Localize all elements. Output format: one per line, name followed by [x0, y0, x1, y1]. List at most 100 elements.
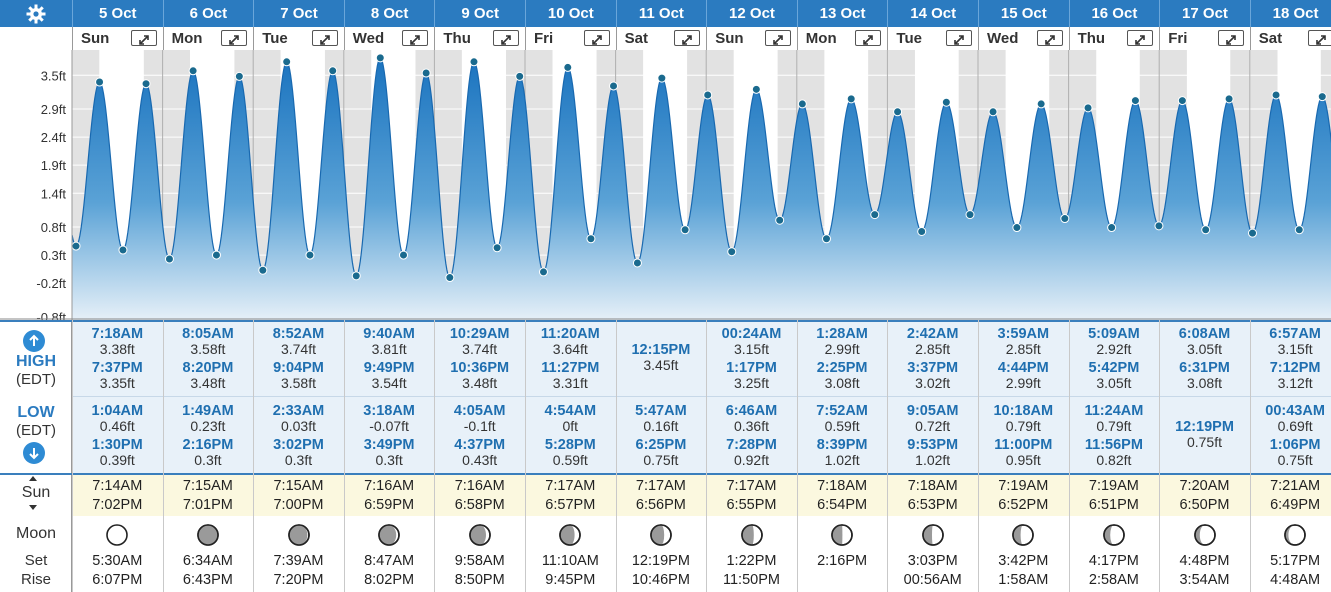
tide-extremum-point[interactable] — [164, 254, 174, 264]
tide-extremum-point[interactable] — [399, 250, 409, 260]
tide-extremum-point[interactable] — [870, 210, 880, 220]
tide-extremum-point[interactable] — [375, 53, 385, 63]
expand-day-button[interactable] — [1036, 30, 1063, 46]
tide-extremum-point[interactable] — [632, 258, 642, 268]
tide-extremum-point[interactable] — [351, 271, 361, 281]
tide-extremum-point[interactable] — [586, 234, 596, 244]
tide-extremum-point[interactable] — [988, 107, 998, 117]
tide-extremum-point[interactable] — [71, 241, 81, 251]
tide-extremum-point[interactable] — [141, 79, 151, 89]
tide-extremum-point[interactable] — [188, 66, 198, 76]
expand-day-button[interactable] — [402, 30, 429, 46]
tide-extremum-point[interactable] — [305, 250, 315, 260]
tide-extremum-point[interactable] — [258, 265, 268, 275]
sunrise-time: 7:15AM — [182, 478, 233, 494]
date-label: 8 Oct — [343, 0, 435, 27]
sunset-time: 6:51PM — [1088, 497, 1139, 513]
settings-button[interactable] — [0, 0, 72, 27]
tide-extremum-point[interactable] — [563, 62, 573, 72]
low-height: 0.59ft — [824, 418, 860, 434]
moonset-time: 12:19PM — [631, 553, 690, 569]
expand-day-button[interactable] — [221, 30, 248, 46]
tide-extremum-point[interactable] — [234, 71, 244, 81]
tide-extremum-point[interactable] — [1294, 225, 1304, 235]
day-column-header: Thu — [434, 27, 525, 50]
expand-day-button[interactable] — [674, 30, 701, 46]
tide-extremum-point[interactable] — [751, 84, 761, 94]
tide-extremum-point[interactable] — [421, 68, 431, 78]
weekday-label: Fri — [534, 30, 554, 47]
tide-extremum-point[interactable] — [893, 107, 903, 117]
expand-day-button[interactable] — [764, 30, 791, 46]
tide-extremum-point[interactable] — [846, 94, 856, 104]
high-up-button[interactable] — [23, 330, 45, 352]
tide-extremum-point[interactable] — [1154, 221, 1164, 231]
tide-extremum-point[interactable] — [515, 71, 525, 81]
date-label: 15 Oct — [978, 0, 1069, 27]
tide-extremum-point[interactable] — [1201, 225, 1211, 235]
expand-day-button[interactable] — [1127, 30, 1154, 46]
tide-extremum-point[interactable] — [445, 273, 455, 283]
moon-phase-icon — [1012, 524, 1035, 546]
low-height: 0.72ft — [915, 418, 951, 434]
tide-extremum-point[interactable] — [1060, 214, 1070, 224]
tide-extremum-point[interactable] — [821, 234, 831, 244]
tide-extremum-point[interactable] — [469, 57, 479, 67]
tide-extremum-point[interactable] — [1271, 90, 1281, 100]
expand-day-button[interactable] — [311, 30, 338, 46]
tide-extremum-point[interactable] — [211, 250, 221, 260]
tide-extremum-point[interactable] — [941, 97, 951, 107]
tide-extremum-point[interactable] — [657, 73, 667, 83]
tide-extremum-point[interactable] — [1248, 228, 1258, 238]
low-time: 6:46AM — [725, 403, 778, 419]
low-down-button[interactable] — [23, 442, 45, 464]
expand-day-button[interactable] — [1308, 30, 1331, 46]
tide-extremum-point[interactable] — [797, 99, 807, 109]
tide-extremum-point[interactable] — [703, 90, 713, 100]
high-height: 2.99ft — [1005, 375, 1041, 391]
expand-day-button[interactable] — [855, 30, 882, 46]
expand-day-button[interactable] — [492, 30, 519, 46]
low-timezone-label: (EDT) — [16, 422, 56, 439]
tide-extremum-point[interactable] — [282, 57, 292, 67]
expand-day-button[interactable] — [1217, 30, 1244, 46]
tide-extremum-point[interactable] — [1130, 96, 1140, 106]
tide-extremum-point[interactable] — [1036, 99, 1046, 109]
tide-extremum-point[interactable] — [965, 210, 975, 220]
tide-extremum-point[interactable] — [609, 81, 619, 91]
tide-extremum-point[interactable] — [680, 225, 690, 235]
moon-phase-icon — [1284, 524, 1306, 546]
y-tick-label: 2.4ft — [41, 130, 67, 145]
tide-extremum-point[interactable] — [328, 66, 338, 76]
low-height: 0.43ft — [462, 452, 498, 468]
low-height: 0.3ft — [284, 452, 313, 468]
tide-extremum-point[interactable] — [1177, 96, 1187, 106]
day-column-header: Fri — [1159, 27, 1250, 50]
tide-extremum-point[interactable] — [1317, 92, 1327, 102]
moonset-time: 3:42PM — [998, 553, 1049, 569]
tide-extremum-point[interactable] — [727, 247, 737, 257]
y-axis-panel — [0, 50, 72, 320]
tide-extremum-point[interactable] — [538, 267, 548, 277]
expand-day-button[interactable] — [583, 30, 610, 46]
high-height: 3.31ft — [552, 375, 588, 391]
moonset-time: 7:39AM — [273, 553, 324, 569]
tide-extremum-point[interactable] — [95, 77, 105, 87]
high-height: 3.38ft — [99, 341, 135, 357]
tide-extremum-point[interactable] — [118, 245, 128, 255]
low-height: 0.46ft — [99, 418, 135, 434]
tide-extremum-point[interactable] — [1107, 223, 1117, 233]
tide-extremum-point[interactable] — [1083, 103, 1093, 113]
low-time: 3:18AM — [363, 403, 415, 419]
tide-extremum-point[interactable] — [917, 226, 927, 236]
high-height: 3.08ft — [1186, 375, 1222, 391]
tide-extremum-point[interactable] — [492, 243, 502, 253]
expand-day-button[interactable] — [945, 30, 972, 46]
expand-day-button[interactable] — [130, 30, 157, 46]
tide-extremum-point[interactable] — [1224, 94, 1234, 104]
moon-phase-icon — [287, 524, 310, 546]
tide-extremum-point[interactable] — [1012, 223, 1022, 233]
tide-extremum-point[interactable] — [775, 215, 785, 225]
high-time: 8:20PM — [182, 360, 234, 376]
high-time: 10:36PM — [450, 360, 510, 376]
